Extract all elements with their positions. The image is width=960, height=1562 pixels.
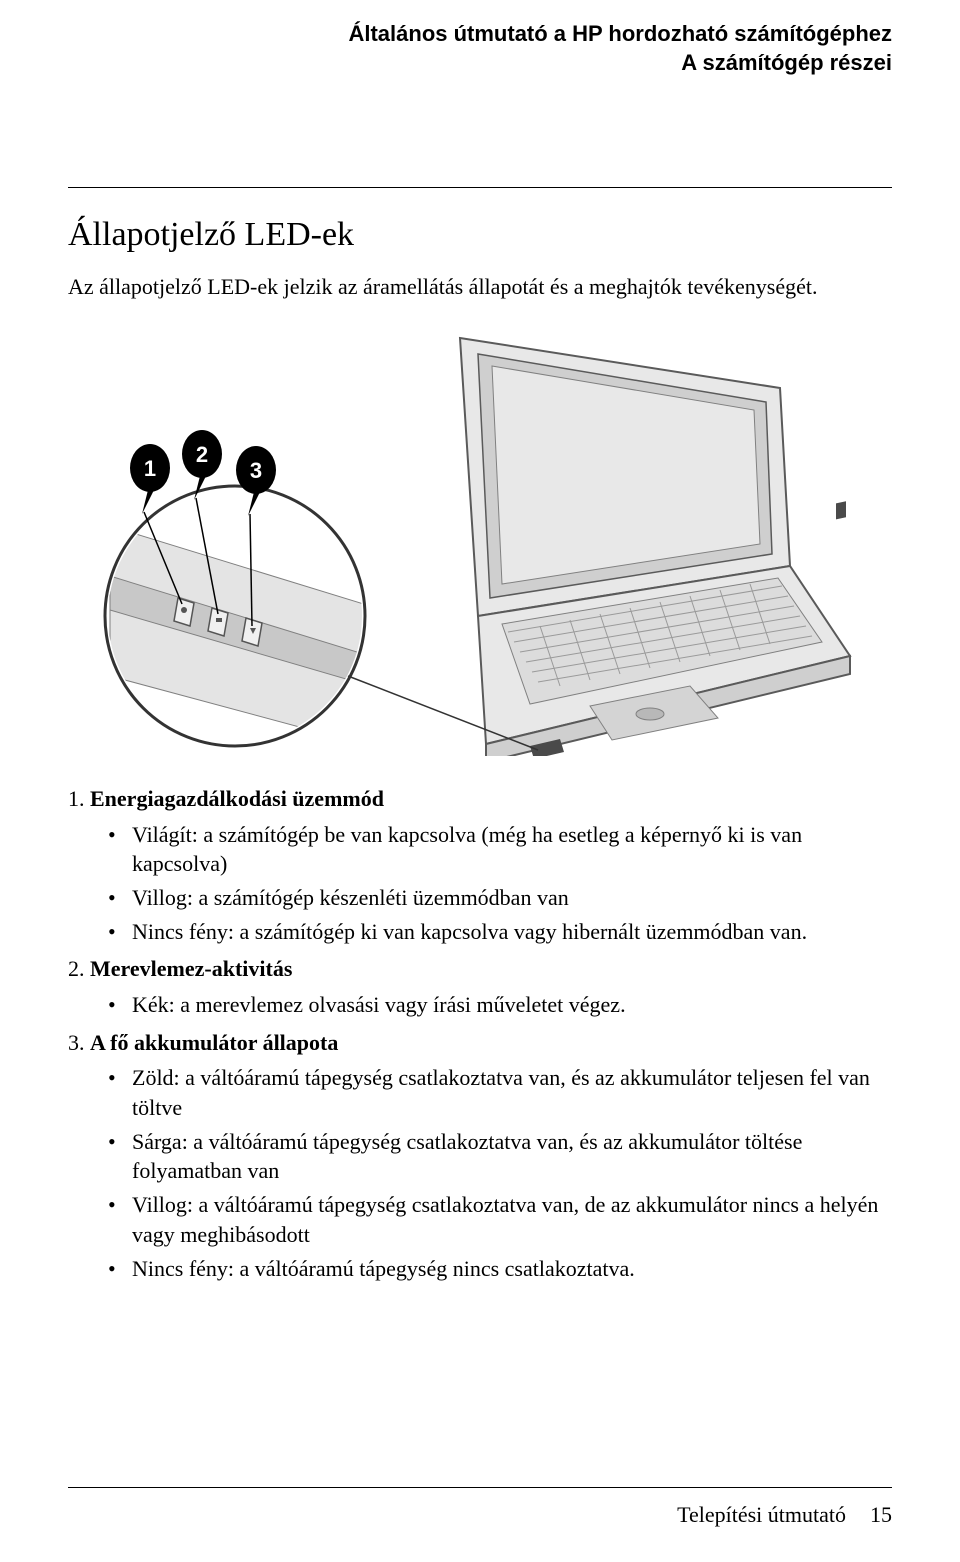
bullet: Kék: a merevlemez olvasási vagy írási mű…	[108, 990, 892, 1020]
bullet: Zöld: a váltóáramú tápegység csatlakozta…	[108, 1063, 892, 1122]
numbered-list: 1. Energiagazdálkodási üzemmód Világít: …	[68, 784, 892, 1283]
page-footer: Telepítési útmutató 15	[68, 1487, 892, 1528]
item-1-title: Energiagazdálkodási üzemmód	[90, 786, 384, 811]
bullet: Villog: a váltóáramú tápegység csatlakoz…	[108, 1190, 892, 1249]
item-1-number: 1.	[68, 786, 85, 811]
bullet: Világít: a számítógép be van kapcsolva (…	[108, 820, 892, 879]
callout-2-label: 2	[196, 442, 208, 467]
section-title: Állapotjelző LED-ek	[68, 216, 892, 254]
bullet: Sárga: a váltóáramú tápegység csatlakozt…	[108, 1127, 892, 1186]
bullet: Nincs fény: a váltóáramú tápegység nincs…	[108, 1254, 892, 1284]
item-2-bullets: Kék: a merevlemez olvasási vagy írási mű…	[68, 990, 892, 1020]
header-line-1: Általános útmutató a HP hordozható számí…	[68, 20, 892, 49]
item-3-title: A fő akkumulátor állapota	[90, 1030, 338, 1055]
bullet: Nincs fény: a számítógép ki van kapcsolv…	[108, 917, 892, 947]
figure-container: 1 2 3	[68, 326, 892, 756]
top-divider	[68, 187, 892, 188]
list-item-2: 2. Merevlemez-aktivitás	[68, 954, 892, 984]
item-2-title: Merevlemez-aktivitás	[90, 956, 292, 981]
item-3-bullets: Zöld: a váltóáramú tápegység csatlakozta…	[68, 1063, 892, 1283]
item-2-number: 2.	[68, 956, 85, 981]
laptop-diagram: 1 2 3	[90, 326, 870, 756]
intro-paragraph: Az állapotjelző LED-ek jelzik az áramell…	[68, 272, 892, 302]
bottom-divider	[68, 1487, 892, 1488]
list-item-1: 1. Energiagazdálkodási üzemmód	[68, 784, 892, 814]
footer-label: Telepítési útmutató	[677, 1502, 846, 1528]
bullet: Villog: a számítógép készenléti üzemmódb…	[108, 883, 892, 913]
header-line-2: A számítógép részei	[68, 49, 892, 78]
page-header: Általános útmutató a HP hordozható számí…	[68, 20, 892, 77]
item-1-bullets: Világít: a számítógép be van kapcsolva (…	[68, 820, 892, 947]
callout-1-label: 1	[144, 456, 156, 481]
item-3-number: 3.	[68, 1030, 85, 1055]
page-number: 15	[870, 1502, 892, 1528]
callout-3-label: 3	[250, 458, 262, 483]
list-item-3: 3. A fő akkumulátor állapota	[68, 1028, 892, 1058]
